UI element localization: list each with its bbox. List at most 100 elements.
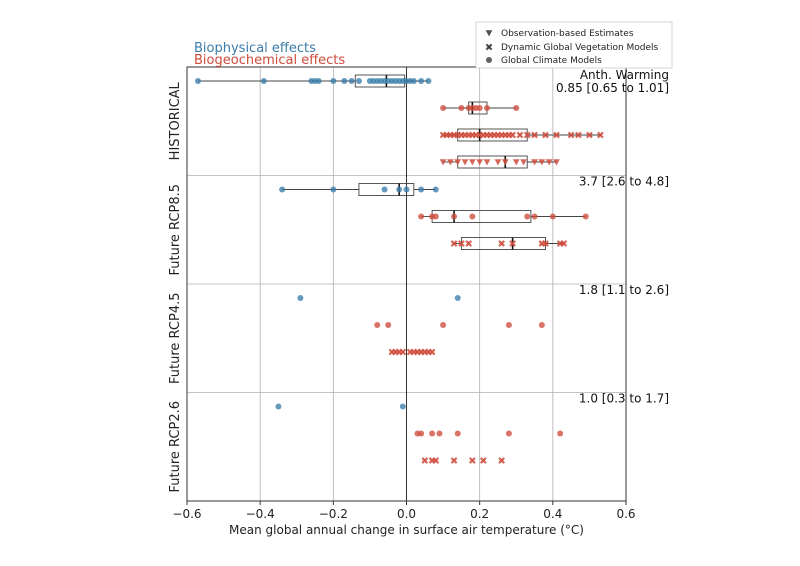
data-point: [429, 430, 436, 437]
x-axis-label: Mean global annual change in surface air…: [229, 523, 584, 537]
x-tick-label: −0.4: [246, 507, 275, 521]
data-point: [440, 322, 447, 328]
data-point: [418, 213, 425, 220]
data-point: [560, 240, 568, 247]
data-point: [428, 348, 436, 356]
data-point: [396, 186, 403, 193]
data-point: [297, 295, 304, 301]
data-point: [330, 186, 337, 193]
legend-triangle-icon: [485, 30, 493, 37]
data-point: [524, 213, 531, 220]
data-point: [523, 131, 531, 139]
x-tick-label: 0.6: [616, 507, 635, 521]
data-point: [586, 131, 593, 139]
data-point: [509, 240, 516, 247]
data-point: [531, 131, 538, 139]
data-point: [381, 186, 388, 193]
data-point: [194, 78, 201, 84]
data-point: [432, 457, 440, 464]
legend-x-icon: [485, 43, 493, 51]
data-point: [513, 105, 520, 111]
data-point: [425, 78, 432, 84]
data-point: [557, 430, 564, 437]
data-point: [520, 159, 527, 166]
data-point: [454, 159, 462, 166]
biogeochemical-effects-label: Biogeochemical effects: [194, 53, 345, 68]
data-point: [374, 322, 381, 328]
iqr-box: [358, 183, 415, 196]
data-point: [457, 240, 465, 247]
data-point: [542, 131, 549, 139]
legend-label-observation: Observation-based Estimates: [501, 29, 634, 39]
legend-label-dgvm: Dynamic Global Vegetation Models: [501, 43, 659, 53]
data-point: [341, 78, 348, 84]
warming-value: 3.7 [2.6 to 4.8]: [579, 175, 669, 189]
data-point: [418, 430, 425, 437]
data-point: [421, 457, 429, 464]
data-point: [355, 78, 362, 84]
data-point: [275, 403, 282, 410]
legend: Observation-based Estimates Dynamic Glob…: [475, 21, 673, 69]
legend-label-gcm: Global Climate Models: [501, 56, 602, 66]
data-point: [410, 78, 417, 84]
data-point: [458, 105, 465, 111]
x-tick-label: 0.2: [470, 507, 489, 521]
data-point: [538, 159, 546, 166]
panel-label: Future RCP4.5: [168, 292, 183, 384]
data-point: [542, 240, 549, 247]
data-point: [549, 213, 556, 220]
warming-value: 0.85 [0.65 to 1.01]: [556, 81, 669, 95]
data-point: [432, 213, 439, 220]
warming-title: Anth. Warming: [580, 68, 669, 82]
data-point: [494, 159, 502, 166]
legend-markers: [485, 30, 493, 63]
data-point: [447, 159, 454, 166]
biophysical-effects-label: Biophysical effects: [194, 41, 316, 56]
data-point: [538, 322, 545, 328]
data-point: [483, 159, 491, 166]
data-point: [403, 186, 410, 193]
data-point: [468, 159, 476, 166]
data-point: [418, 186, 425, 193]
data-point: [432, 186, 439, 193]
data-point: [436, 430, 443, 437]
warming-value: 1.8 [1.1 to 2.6]: [579, 283, 669, 297]
data-point: [545, 159, 553, 166]
data-point: [450, 457, 458, 464]
data-point: [479, 457, 487, 464]
x-tick-label: 0.4: [543, 507, 562, 521]
data-layer: [194, 74, 604, 464]
data-point: [509, 131, 516, 139]
panel-label: Future RCP2.6: [168, 401, 183, 493]
x-tick-label: 0.0: [397, 507, 416, 521]
data-point: [553, 131, 560, 139]
data-point: [476, 105, 483, 111]
data-point: [512, 159, 520, 166]
data-point: [469, 213, 476, 220]
legend-box: [475, 21, 673, 69]
data-point: [582, 213, 589, 220]
data-point: [483, 105, 490, 111]
data-point: [553, 159, 560, 166]
warming-value: 1.0 [0.3 to 1.7]: [579, 392, 669, 406]
data-point: [516, 131, 524, 139]
data-point: [348, 78, 355, 84]
data-point: [451, 213, 458, 220]
data-point: [450, 240, 458, 247]
legend-circle-icon: [486, 57, 492, 63]
data-point: [399, 403, 406, 410]
data-point: [567, 131, 575, 139]
data-point: [505, 322, 512, 328]
x-tick-label: −0.2: [319, 507, 348, 521]
panel-label: HISTORICAL: [168, 81, 183, 160]
data-point: [468, 457, 476, 464]
panel-label: Future RCP8.5: [168, 184, 183, 276]
data-point: [399, 348, 407, 356]
x-tick-label: −0.6: [172, 507, 201, 521]
data-point: [260, 78, 267, 84]
data-point: [418, 78, 425, 84]
data-point: [385, 322, 392, 328]
data-point: [597, 131, 604, 139]
data-point: [531, 159, 538, 166]
data-point: [439, 159, 447, 166]
